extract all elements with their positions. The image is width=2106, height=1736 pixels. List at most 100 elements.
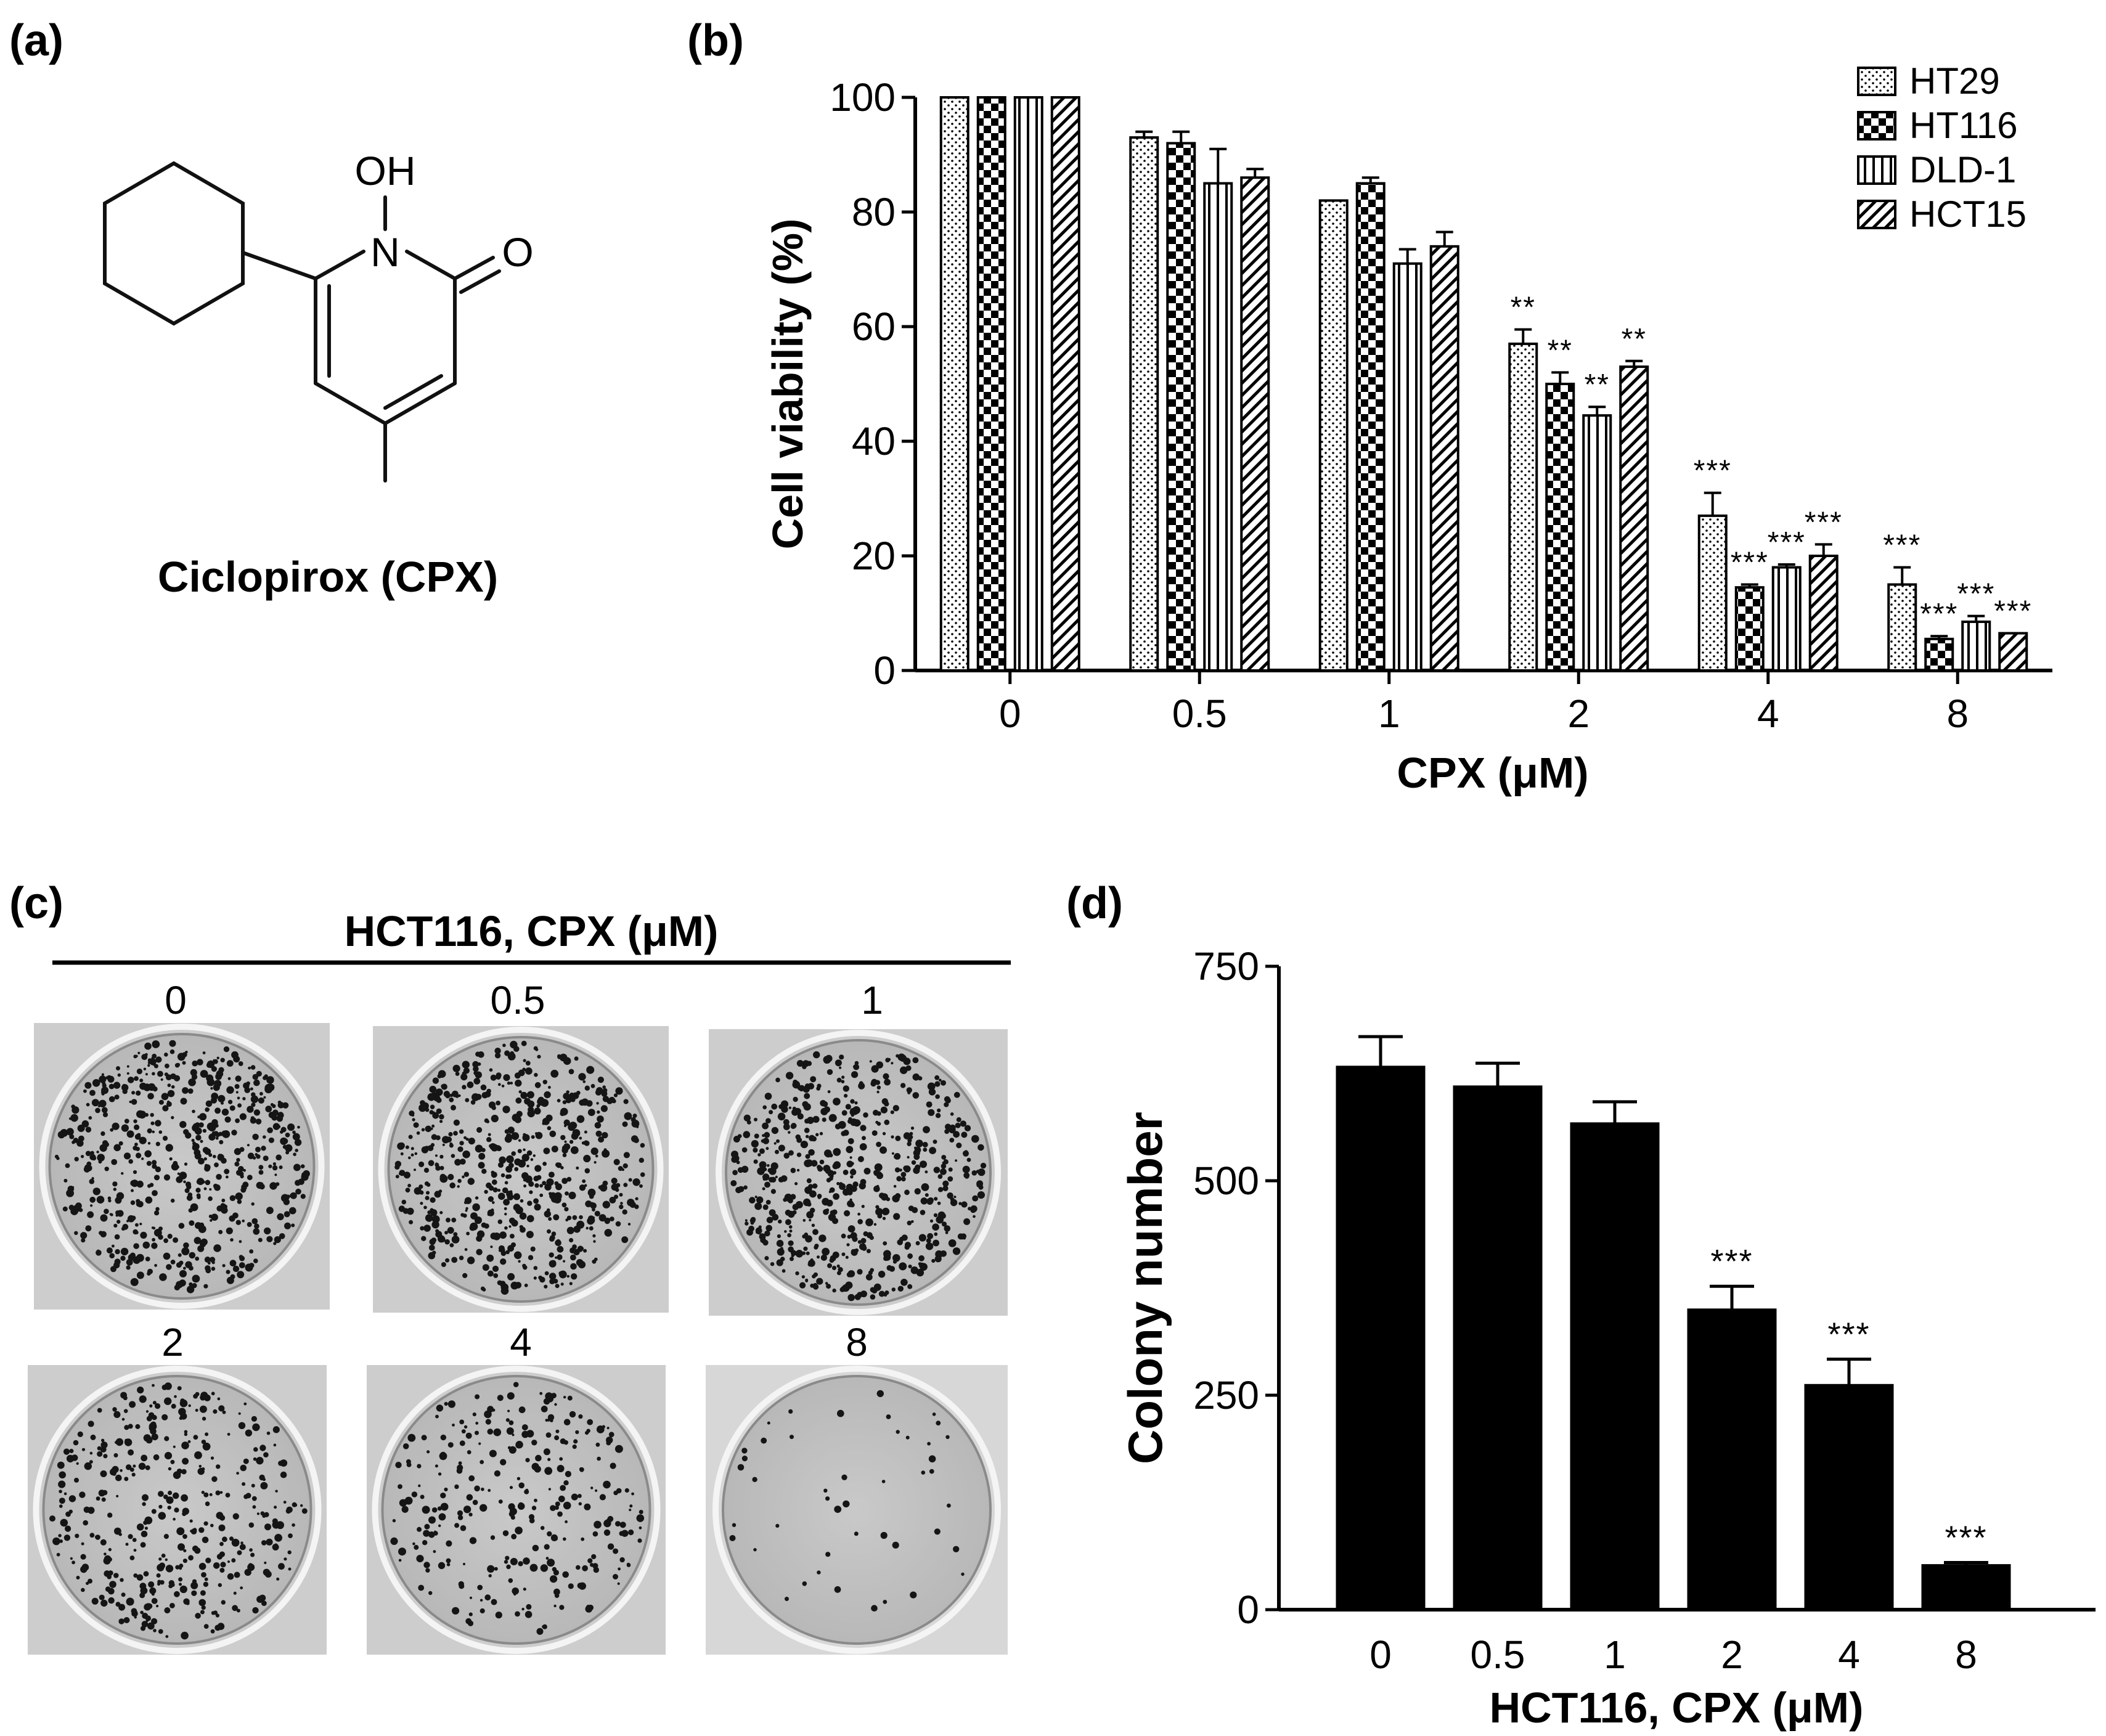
bond-c2-o: [453, 256, 495, 280]
y-tick-label: 80: [852, 190, 896, 234]
dish-well: [725, 1039, 992, 1306]
bar-colony-2: [1687, 1308, 1777, 1611]
significance-marker: ***: [1920, 598, 1958, 630]
dish-rim-outer: [39, 1024, 325, 1309]
bar-colony-4: [1804, 1384, 1894, 1611]
colony-chart: 0 250 500 750 0 0.5 1 2 *** 4 *** 8 *** HCT116, CPX (…: [1118, 944, 2096, 1732]
bar-colony-8: [1921, 1564, 2011, 1611]
significance-marker: ***: [1994, 595, 2032, 628]
x-tick-label: 8: [1955, 1632, 1977, 1677]
panel-label-b: (b): [687, 16, 744, 65]
bar-colony-0-5: [1453, 1085, 1543, 1611]
bar-ht116-4: [1734, 586, 1765, 672]
dish-label: 2: [161, 1320, 184, 1364]
bar-dld-1-0-5: [1203, 182, 1233, 672]
dish-well: [722, 1375, 992, 1645]
colonies: [49, 1382, 308, 1640]
x-tick-label: 1: [1604, 1632, 1626, 1677]
dish-label: 4: [510, 1320, 532, 1364]
legend-label-ht116: HT116: [1909, 105, 2018, 146]
y-tick-label: 0: [873, 648, 896, 693]
x-tick-label: 0: [999, 691, 1021, 736]
atom-n: N: [370, 229, 400, 275]
dish-2: 2: [28, 1320, 327, 1655]
bond-c6-n: [314, 250, 365, 280]
atom-o: O: [502, 229, 533, 275]
colonies: [390, 1382, 645, 1635]
significance-marker: ***: [1731, 547, 1769, 579]
panel-label-a: (a): [9, 16, 63, 65]
compound-name: Ciclopirox (CPX): [158, 553, 498, 601]
bond-n-c2: [405, 250, 457, 280]
bar-ht116-8: [1924, 637, 1954, 672]
x-tick-label: 0: [1369, 1632, 1392, 1677]
dish-0-5: 0.5: [373, 978, 669, 1313]
dish-rim-outer: [378, 1027, 664, 1312]
x-axis-label: CPX (μM): [1397, 749, 1588, 797]
bond-ring-link: [241, 251, 317, 280]
bar-dld-1-2: [1582, 414, 1612, 672]
bar-dld-1-0: [1013, 96, 1043, 672]
legend-swatch-ht29: [1857, 67, 1896, 96]
legend-swatch-ht116: [1857, 111, 1896, 141]
panel-label-d: (d): [1066, 879, 1123, 928]
dish-well: [48, 1033, 316, 1300]
y-tick-label: 60: [852, 304, 896, 349]
significance-marker: ***: [1710, 1243, 1753, 1280]
legend-label-ht29: HT29: [1909, 60, 2000, 102]
dish-label: 0.5: [491, 978, 545, 1022]
panel-label-c: (c): [9, 879, 63, 928]
significance-marker: **: [1585, 369, 1610, 401]
dish-0: 0: [34, 978, 330, 1310]
dish-label: 8: [846, 1320, 868, 1364]
bar-hct15-0: [1050, 96, 1080, 672]
x-tick-label: 0.5: [1471, 1632, 1525, 1677]
dish-rim-outer: [712, 1366, 1001, 1654]
dish-rim-outer: [716, 1030, 1001, 1315]
bar-ht29-8: [1887, 583, 1917, 672]
dish-label: 1: [861, 978, 883, 1022]
bar-hct15-8: [1998, 632, 2028, 672]
x-tick-label: 8: [1946, 691, 1969, 736]
significance-marker: ***: [1883, 529, 1921, 562]
legend-swatch-hct15: [1857, 200, 1896, 229]
bar-colony-1: [1570, 1122, 1660, 1611]
bar-ht116-1: [1355, 182, 1386, 672]
significance-marker: ***: [1945, 1519, 1987, 1556]
x-tick-label: 1: [1378, 691, 1400, 736]
bar-ht116-0: [976, 96, 1006, 672]
legend-label-hct15: HCT15: [1909, 194, 2026, 235]
bar-hct15-4: [1808, 555, 1839, 672]
significance-marker: ***: [1805, 506, 1843, 539]
y-tick-label: 0: [1237, 1587, 1259, 1632]
x-tick-label: 0.5: [1172, 691, 1227, 736]
bar-ht29-4: [1697, 514, 1728, 672]
bar-colony-0: [1336, 1066, 1426, 1611]
y-tick-label: 500: [1193, 1159, 1259, 1203]
bar-ht29-0-5: [1129, 136, 1159, 672]
bond-c3-c4-double: [383, 374, 443, 410]
bar-ht29-2: [1508, 342, 1538, 672]
significance-marker: ***: [1694, 455, 1732, 487]
dish-rim-outer: [372, 1366, 661, 1654]
dish-1: 1: [709, 978, 1008, 1316]
legend-swatch-dld-1: [1857, 155, 1896, 185]
x-tick-label: 2: [1721, 1632, 1743, 1677]
bar-ht29-0: [939, 96, 969, 672]
colony-assay-header: HCT116, CPX (μM): [345, 907, 719, 955]
atom-oh: OH: [355, 148, 416, 194]
y-tick-label: 750: [1193, 944, 1259, 988]
bar-hct15-2: [1619, 365, 1649, 672]
colonies: [394, 1040, 645, 1295]
y-axis-label: Colony number: [1118, 1112, 1172, 1464]
significance-marker: **: [1511, 291, 1536, 324]
dish-8: 8: [706, 1320, 1008, 1655]
dish-label: 0: [165, 978, 187, 1022]
dish-4: 4: [367, 1320, 666, 1655]
legend-label-dld-1: DLD-1: [1909, 149, 2016, 190]
bond-c2-o-double: [459, 269, 501, 294]
bar-ht29-1: [1318, 199, 1349, 672]
